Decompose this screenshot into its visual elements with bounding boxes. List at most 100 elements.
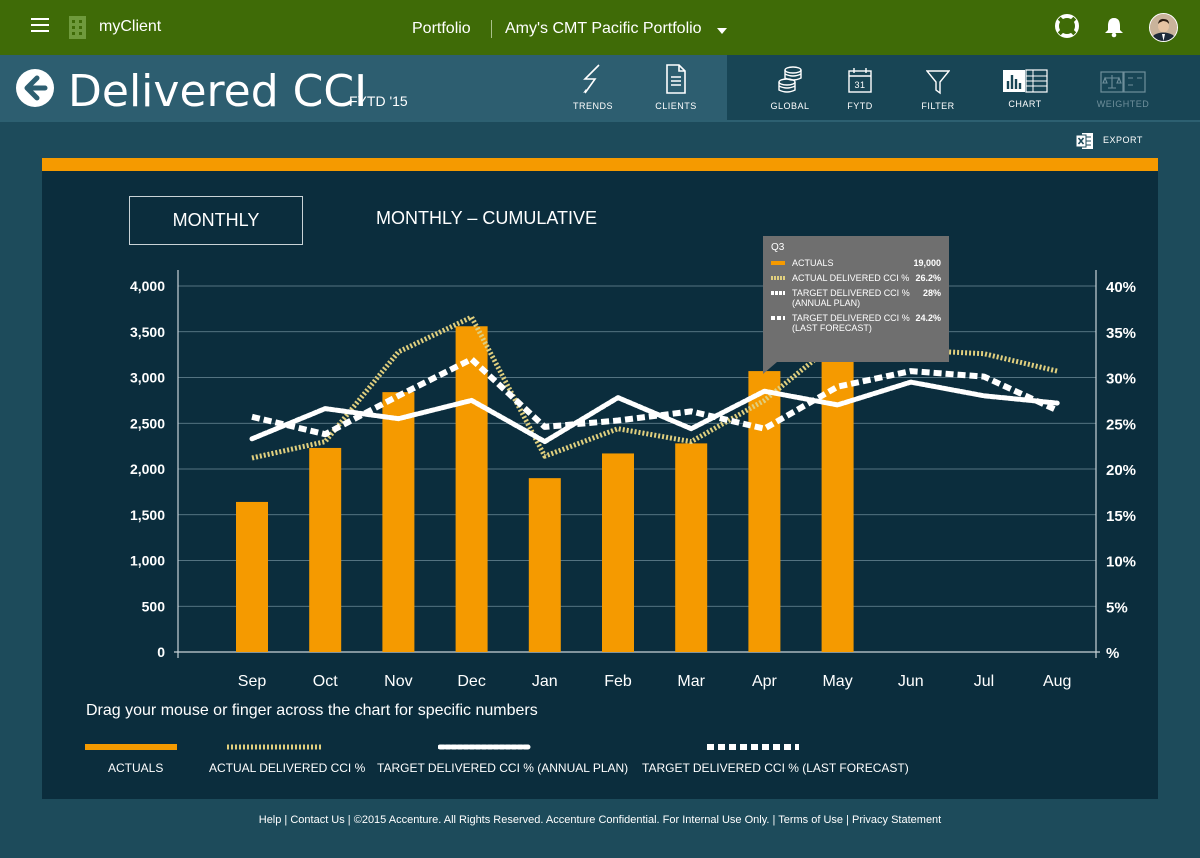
weighted-label: WEIGHTED [1096, 99, 1150, 109]
footer-links[interactable]: Help | Contact Us | ©2015 Accenture. All… [258, 814, 942, 826]
portfolio-label[interactable]: Portfolio [412, 20, 471, 37]
x-tick-label: Jul [974, 673, 994, 690]
chart-label: CHART [1008, 99, 1042, 109]
top-bar: myClient Portfolio Amy's CMT Pacific Por… [0, 0, 1200, 55]
calendar-day: 31 [854, 80, 865, 90]
bar-actuals [675, 443, 708, 652]
x-tick-label: Jun [898, 673, 924, 690]
chart-button[interactable]: CHART [990, 69, 1060, 109]
portfolio-selector[interactable]: Amy's CMT Pacific Portfolio [505, 20, 702, 37]
y-left-tick-label: 500 [142, 598, 166, 614]
filter-funnel-icon [926, 70, 950, 95]
notification-bell-icon[interactable] [1104, 16, 1124, 38]
legend-actual-pct[interactable]: ACTUAL DELIVERED CCI % [209, 761, 366, 775]
x-tick-label: Dec [457, 673, 485, 690]
export-button[interactable]: EXPORT [1103, 135, 1143, 145]
y-left-tick-label: 1,000 [130, 553, 165, 569]
y-left-tick-label: 2,000 [130, 461, 165, 477]
y-left-tick-label: 4,000 [130, 278, 165, 294]
bar-actuals [309, 447, 342, 652]
bar-actuals [821, 336, 854, 652]
x-tick-label: Jan [532, 673, 558, 690]
tooltip-label: TARGET DELIVERED CCI % [792, 313, 910, 323]
document-icon [666, 64, 686, 94]
tab-monthly[interactable]: MONTHLY [129, 196, 303, 245]
chevron-down-icon[interactable] [717, 28, 727, 34]
x-tick-label: Apr [752, 673, 778, 690]
chart-tooltip: Q3 ACTUALS 19,000 ACTUAL DELIVERED CCI %… [763, 236, 949, 362]
chart-panel [42, 158, 1158, 799]
tooltip-value: 19,000 [913, 258, 941, 268]
legend-swatch-actual-pct [227, 744, 322, 750]
bar-actuals [602, 453, 634, 652]
arrow-left-icon [24, 75, 48, 101]
fytd-label: FYTD [847, 101, 873, 111]
tooltip-value: 26.2% [915, 273, 941, 283]
legend-swatch-target-forecast [707, 744, 799, 750]
legend-target-forecast[interactable]: TARGET DELIVERED CCI % (LAST FORECAST) [642, 761, 909, 775]
chart-table-icon [1003, 69, 1048, 93]
bar-actuals [236, 501, 268, 652]
y-right-tick-label: 30% [1106, 371, 1136, 388]
legend-target-plan[interactable]: TARGET DELIVERED CCI % (ANNUAL PLAN) [377, 761, 629, 775]
tooltip-value: 28% [922, 288, 941, 298]
y-left-tick-label: 2,500 [130, 415, 165, 431]
page-header: Delivered CCI FYTD '15 TRENDS CLIENTS GL… [0, 55, 1200, 122]
y-right-tick-label: 20% [1106, 462, 1136, 479]
y-left-tick-label: 1,500 [130, 507, 165, 523]
legend-swatch-actuals [85, 744, 177, 750]
x-tick-label: Sep [238, 673, 267, 690]
y-left-tick-label: 3,500 [130, 324, 165, 340]
tooltip-value: 24.2% [915, 313, 941, 323]
y-right-tick-label: 25% [1106, 416, 1136, 433]
back-button[interactable] [16, 69, 54, 107]
bar-actuals [528, 478, 561, 652]
global-label: GLOBAL [770, 101, 810, 111]
excel-icon[interactable] [1076, 132, 1094, 150]
trends-button[interactable]: TRENDS [558, 63, 628, 111]
x-tick-label: Aug [1043, 673, 1071, 690]
y-right-tick-label: 35% [1106, 325, 1136, 342]
filter-button[interactable]: FILTER [903, 69, 973, 111]
tooltip-pointer [763, 362, 777, 374]
page-title: Delivered CCI [68, 66, 368, 117]
bar-actuals [455, 326, 488, 652]
trends-label: TRENDS [572, 101, 613, 111]
calendar-icon: 31 [848, 68, 872, 93]
clients-button[interactable]: CLIENTS [641, 63, 711, 111]
x-tick-label: Mar [677, 673, 705, 690]
filter-label: FILTER [921, 101, 955, 111]
line-target-last-forecast [251, 356, 1059, 438]
tab-monthly-cumulative[interactable]: MONTHLY – CUMULATIVE [376, 208, 598, 228]
hamburger-menu-icon[interactable] [31, 18, 49, 32]
help-lifebuoy-icon[interactable] [1055, 14, 1079, 38]
weighted-button[interactable]: WEIGHTED [1088, 71, 1158, 109]
user-avatar[interactable] [1149, 13, 1178, 42]
y-left-tick-label: 0 [157, 644, 165, 660]
trends-icon [583, 64, 600, 94]
accent-stripe [42, 158, 1158, 171]
app-name[interactable]: myClient [99, 18, 162, 35]
global-button[interactable]: GLOBAL [755, 65, 825, 111]
x-tick-label: Nov [384, 673, 412, 690]
legend-swatch-target-plan [438, 744, 532, 750]
tooltip-title: Q3 [771, 242, 785, 253]
scale-weighted-icon [1100, 71, 1146, 93]
divider [491, 20, 492, 38]
title-area [0, 55, 727, 120]
y-right-tick-label: 40% [1106, 279, 1136, 296]
tooltip-label: ACTUAL DELIVERED CCI % [792, 273, 910, 283]
y-right-tick-label: 10% [1106, 554, 1136, 571]
fytd-button[interactable]: 31 FYTD [825, 67, 895, 111]
y-right-tick-label: 5% [1106, 599, 1128, 616]
y-right-tick-label: % [1106, 645, 1119, 662]
tooltip-sublabel: (ANNUAL PLAN) [792, 298, 861, 308]
x-tick-label: May [822, 673, 852, 690]
bar-actuals [382, 392, 415, 652]
y-right-tick-label: 15% [1106, 508, 1136, 525]
tooltip-label: ACTUALS [792, 258, 834, 268]
legend-actuals[interactable]: ACTUALS [108, 761, 164, 775]
tooltip-label: TARGET DELIVERED CCI % [792, 288, 910, 298]
coins-stack-icon [778, 66, 802, 93]
